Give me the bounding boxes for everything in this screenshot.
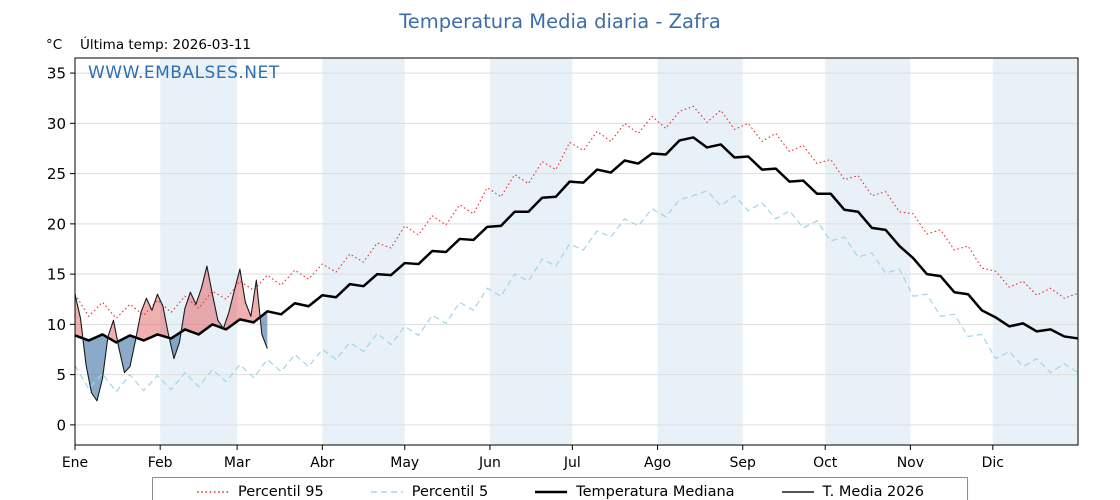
y-tick-label: 15 bbox=[47, 266, 66, 284]
x-tick-label: Abr bbox=[310, 455, 334, 471]
month-band bbox=[322, 58, 405, 445]
month-band bbox=[992, 58, 1078, 445]
month-band bbox=[489, 58, 573, 445]
x-tick-label: Nov bbox=[897, 455, 924, 471]
below-median-fill bbox=[260, 311, 268, 349]
legend-line-sample bbox=[370, 491, 403, 493]
legend-line-sample bbox=[781, 491, 814, 493]
above-median-fill bbox=[136, 294, 170, 341]
x-tick-label: Feb bbox=[148, 455, 173, 471]
x-tick-label: Jun bbox=[478, 455, 501, 471]
y-tick-label: 30 bbox=[47, 115, 66, 133]
x-tick-label: Ago bbox=[644, 455, 671, 471]
y-tick-label: 0 bbox=[56, 416, 66, 434]
legend-line-sample bbox=[535, 490, 568, 494]
series-lines bbox=[74, 105, 1079, 402]
month-bands bbox=[160, 58, 1078, 445]
legend-label: Temperatura Mediana bbox=[576, 484, 735, 500]
y-tick-label: 35 bbox=[47, 65, 66, 83]
x-tick-label: May bbox=[390, 455, 419, 471]
legend-label: T. Media 2026 bbox=[822, 484, 924, 500]
y-axis-unit-label: °C bbox=[46, 37, 63, 53]
series-line-p5 bbox=[74, 190, 1079, 393]
chart-title: Temperatura Media diaria - Zafra bbox=[399, 10, 721, 33]
month-band bbox=[657, 58, 743, 445]
last-temp-label: Última temp: 2026-03-11 bbox=[80, 37, 252, 53]
legend-label: Percentil 5 bbox=[411, 484, 489, 500]
x-tick-label: Mar bbox=[224, 455, 251, 471]
x-tick-label: Sep bbox=[730, 455, 757, 471]
chart-canvas: 0 5 10 15 20 25 30 35 Ene Feb Mar Abr May Jun Jul Ago Se… bbox=[47, 57, 1079, 471]
anomaly-fills bbox=[75, 266, 268, 401]
above-median-fill bbox=[107, 320, 118, 343]
month-band bbox=[825, 58, 911, 445]
x-tick-label: Dic bbox=[982, 455, 1004, 471]
series-line-median bbox=[74, 136, 1079, 344]
watermark-text: WWW.EMBALSES.NET bbox=[88, 63, 280, 83]
series-line-t2026 bbox=[74, 265, 268, 402]
y-tick-label: 25 bbox=[47, 165, 66, 183]
y-tick-label: 5 bbox=[56, 366, 66, 384]
below-median-fill bbox=[117, 335, 136, 373]
legend-label: Percentil 95 bbox=[238, 484, 324, 500]
x-tick-label: Jul bbox=[563, 455, 581, 471]
below-median-fill bbox=[82, 334, 108, 401]
legend-line-sample bbox=[197, 491, 230, 493]
axis-labels: 0 5 10 15 20 25 30 35 Ene Feb Mar Abr May Jun Jul Ago Se… bbox=[47, 65, 1004, 471]
legend-item: T. Media 2026 bbox=[781, 484, 924, 500]
x-tick-label: Oct bbox=[813, 455, 838, 471]
y-tick-label: 20 bbox=[47, 215, 66, 233]
gridlines bbox=[75, 72, 1078, 426]
legend-item: Temperatura Mediana bbox=[534, 484, 735, 500]
y-tick-label: 10 bbox=[47, 316, 66, 334]
chart-legend: Percentil 95 Percentil 5 Temperatura Media… bbox=[152, 477, 968, 500]
x-tick-label: Ene bbox=[62, 455, 88, 471]
plot-border bbox=[74, 57, 1079, 446]
axes bbox=[70, 57, 1079, 450]
above-median-fill bbox=[181, 266, 261, 335]
legend-item: Percentil 95 bbox=[196, 484, 324, 500]
legend-item: Percentil 5 bbox=[370, 484, 488, 500]
